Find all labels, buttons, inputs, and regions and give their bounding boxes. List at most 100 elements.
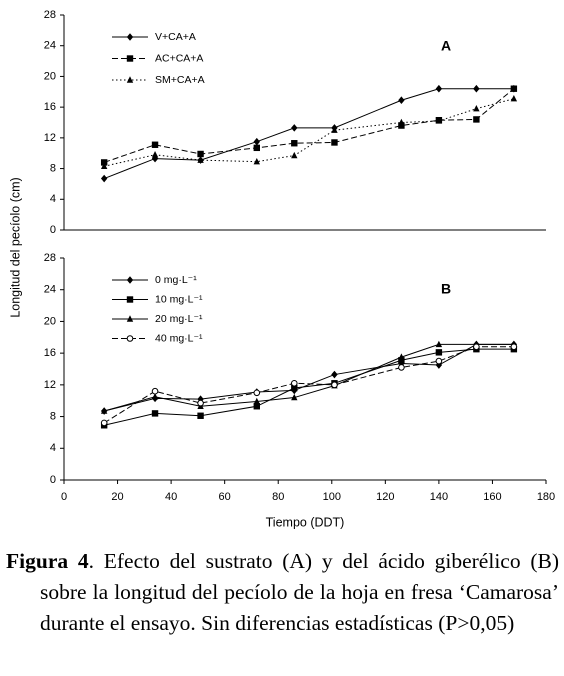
marker xyxy=(435,84,443,93)
marker xyxy=(398,118,405,126)
y-tick-label: 4 xyxy=(50,193,56,205)
marker xyxy=(291,393,298,401)
marker xyxy=(253,157,260,165)
x-tick-label: 180 xyxy=(537,491,555,503)
marker xyxy=(197,399,204,407)
marker xyxy=(197,156,204,163)
caption: Figura 4. Efecto del sustrato (A) y del … xyxy=(6,546,559,639)
series-line xyxy=(104,343,514,412)
y-tick-label: 0 xyxy=(50,224,56,236)
y-tick-label: 16 xyxy=(44,101,56,113)
caption-label: Figura 4 xyxy=(6,549,89,573)
legend-label: SM+CA+A xyxy=(155,74,205,86)
y-tick-label: 24 xyxy=(44,284,56,296)
y-tick-label: 28 xyxy=(44,252,56,264)
x-tick-label: 20 xyxy=(111,491,123,503)
marker xyxy=(331,126,338,133)
series-line xyxy=(104,343,514,412)
marker xyxy=(100,174,108,183)
legend-label: AC+CA+A xyxy=(155,52,203,64)
marker xyxy=(510,85,518,92)
series-line xyxy=(103,88,514,180)
marker xyxy=(473,84,480,93)
marker xyxy=(331,139,338,146)
marker xyxy=(253,389,261,397)
marker xyxy=(331,370,338,379)
x-tick-label: 0 xyxy=(61,491,67,503)
series-line xyxy=(103,346,514,424)
marker xyxy=(398,122,405,129)
marker xyxy=(510,343,518,351)
marker xyxy=(398,96,405,105)
marker xyxy=(331,381,338,389)
marker xyxy=(473,116,480,123)
marker xyxy=(291,151,298,159)
marker xyxy=(510,94,518,102)
marker xyxy=(126,276,134,284)
x-tick-label: 100 xyxy=(323,491,341,503)
x-tick-label: 40 xyxy=(165,491,177,503)
marker xyxy=(473,343,480,351)
x-tick-label: 60 xyxy=(219,491,231,503)
panel-label: A xyxy=(441,38,451,54)
marker xyxy=(435,357,443,365)
marker xyxy=(253,144,260,152)
marker xyxy=(100,419,108,427)
series-line xyxy=(104,348,514,426)
legend-label: 40 mg·L⁻¹ xyxy=(155,332,203,344)
marker xyxy=(126,335,134,342)
y-tick-label: 0 xyxy=(50,474,56,486)
y-axis-label: Longitud del pecíolo (cm) xyxy=(8,177,22,317)
marker xyxy=(100,162,108,169)
marker xyxy=(473,104,480,112)
marker xyxy=(151,410,159,417)
marker xyxy=(253,403,260,410)
x-axis-label: Tiempo (DDT) xyxy=(266,515,345,529)
marker xyxy=(197,150,204,158)
caption-text: . Efecto del sustrato (A) y del ácido gi… xyxy=(40,549,559,635)
x-tick-label: 160 xyxy=(483,491,501,503)
y-tick-label: 24 xyxy=(44,40,56,52)
y-tick-label: 20 xyxy=(44,315,56,327)
marker xyxy=(291,384,298,392)
marker xyxy=(253,137,260,146)
series-line xyxy=(104,88,515,163)
marker xyxy=(100,159,108,166)
marker xyxy=(435,117,443,124)
marker xyxy=(435,340,443,348)
marker xyxy=(126,296,134,303)
marker xyxy=(398,357,405,364)
panel-label: B xyxy=(441,281,451,297)
marker xyxy=(126,315,134,322)
marker xyxy=(126,55,134,62)
legend-label: 20 mg·L⁻¹ xyxy=(155,313,203,325)
x-tick-label: 120 xyxy=(376,491,394,503)
legend-label: 10 mg·L⁻¹ xyxy=(155,293,203,305)
y-tick-label: 4 xyxy=(50,442,56,454)
y-tick-label: 8 xyxy=(50,162,56,174)
marker xyxy=(100,407,108,414)
marker xyxy=(253,397,260,405)
y-tick-label: 12 xyxy=(44,132,56,144)
legend-label: V+CA+A xyxy=(155,31,196,43)
x-tick-label: 140 xyxy=(430,491,448,503)
y-tick-label: 12 xyxy=(44,379,56,391)
series-line xyxy=(104,98,514,167)
marker xyxy=(151,141,159,148)
marker xyxy=(290,379,298,387)
marker xyxy=(291,124,298,132)
marker xyxy=(151,393,159,400)
y-tick-label: 28 xyxy=(44,9,56,21)
marker xyxy=(151,387,159,395)
marker xyxy=(197,412,204,419)
marker xyxy=(398,364,405,371)
marker xyxy=(435,349,443,356)
marker xyxy=(291,140,298,147)
marker xyxy=(126,33,134,41)
marker xyxy=(126,76,134,83)
y-tick-label: 16 xyxy=(44,347,56,359)
marker xyxy=(398,353,405,360)
x-tick-label: 80 xyxy=(272,491,284,503)
marker xyxy=(151,151,159,158)
